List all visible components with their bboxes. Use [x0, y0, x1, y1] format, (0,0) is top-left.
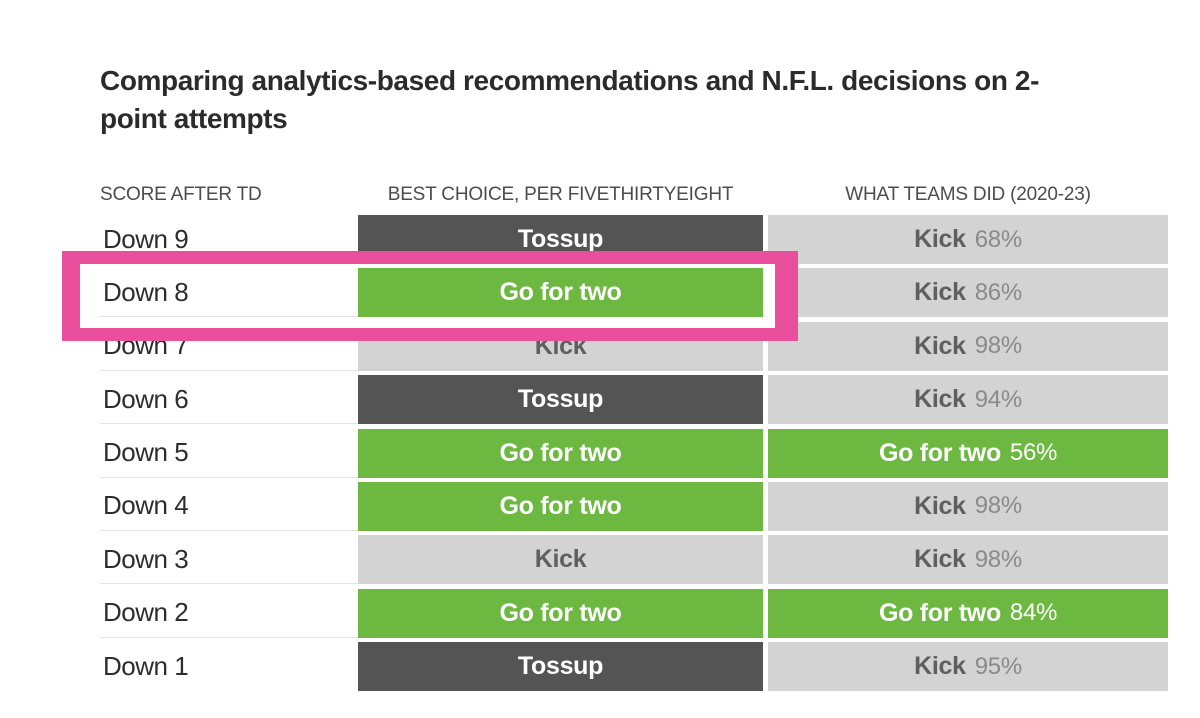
teams-did-label: Kick: [914, 491, 966, 520]
page-title-line1: Comparing analytics-based recommendation…: [100, 65, 1040, 96]
best-choice-cell: Tossup: [358, 642, 763, 692]
teams-did-percentage: 68%: [974, 225, 1022, 253]
best-choice-label: Go for two: [499, 491, 622, 520]
best-choice-label: Go for two: [499, 438, 622, 467]
page-title: Comparing analytics-based recommendation…: [100, 62, 1120, 138]
teams-did-cell: Kick 98%: [768, 481, 1168, 531]
teams-did-label: Kick: [914, 278, 966, 307]
teams-did-cell: Kick 98%: [768, 535, 1168, 585]
best-choice-label: Tossup: [517, 385, 604, 414]
teams-did-label: Kick: [914, 225, 966, 253]
teams-did-cell: Go for two 56%: [768, 428, 1168, 478]
teams-did-cell: Kick 94%: [768, 375, 1168, 425]
best-choice-cell: Go for two: [358, 428, 763, 478]
teams-did-percentage: 84%: [1009, 599, 1058, 627]
best-choice-label: Tossup: [517, 225, 604, 253]
teams-did-label: Kick: [914, 385, 966, 414]
column-header-best-choice: BEST CHOICE, PER FIVETHIRTYEIGHT: [387, 184, 734, 205]
column-header-score: SCORE AFTER TD: [100, 184, 262, 205]
teams-did-cell: Kick 95%: [768, 642, 1168, 692]
teams-did-percentage: 98%: [974, 545, 1022, 573]
best-choice-label: Go for two: [499, 278, 622, 307]
teams-did-percentage: 56%: [1009, 439, 1058, 467]
table-row-down-6: Down 6 Tossup Kick 94%: [100, 375, 1168, 425]
best-choice-label: Tossup: [517, 652, 604, 681]
table-row-down-2: Down 2 Go for two Go for two 84%: [100, 588, 1168, 638]
teams-did-percentage: 95%: [974, 652, 1022, 680]
table-row-down-4: Down 4 Go for two Kick 98%: [100, 481, 1168, 531]
page-title-line2: point attempts: [100, 103, 288, 134]
best-choice-cell: Go for two: [358, 268, 763, 318]
teams-did-label: Go for two: [878, 598, 1001, 627]
teams-did-cell: Kick 86%: [768, 268, 1168, 318]
best-choice-cell: Tossup: [358, 375, 763, 425]
teams-did-label: Kick: [914, 652, 966, 681]
best-choice-cell: Kick: [358, 535, 763, 585]
table-row-down-1: Down 1 Tossup Kick 95%: [100, 642, 1168, 692]
teams-did-label: Kick: [914, 331, 966, 360]
best-choice-label: Go for two: [499, 598, 622, 627]
score-cell: Down 1: [103, 651, 189, 682]
teams-did-percentage: 98%: [974, 492, 1022, 520]
score-cell: Down 5: [100, 429, 358, 478]
comparison-table: Down 9 Tossup Kick 68% Down 8 Go for two…: [100, 215, 1168, 692]
teams-did-percentage: 98%: [974, 332, 1022, 360]
score-cell: Down 3: [100, 535, 358, 585]
score-cell: Down 8: [100, 268, 358, 318]
best-choice-cell: Go for two: [358, 481, 763, 531]
score-cell: Down 4: [100, 482, 358, 531]
best-choice-label: Kick: [534, 545, 587, 574]
teams-did-percentage: 94%: [974, 385, 1022, 413]
table-row-down-5: Down 5 Go for two Go for two 56%: [100, 428, 1168, 478]
teams-did-label: Kick: [914, 545, 966, 574]
table-row-down-8: Down 8 Go for two Kick 86%: [100, 268, 1168, 318]
teams-did-percentage: 86%: [974, 278, 1022, 306]
teams-did-cell: Kick 98%: [768, 321, 1168, 371]
score-cell: Down 6: [100, 375, 358, 425]
teams-did-cell: Kick 68%: [768, 215, 1168, 264]
best-choice-cell: Go for two: [358, 588, 763, 638]
score-cell: Down 2: [100, 589, 358, 638]
table-row-down-3: Down 3 Kick Kick 98%: [100, 535, 1168, 585]
teams-did-cell: Go for two 84%: [768, 588, 1168, 638]
column-headers: SCORE AFTER TD BEST CHOICE, PER FIVETHIR…: [100, 184, 1168, 208]
teams-did-label: Go for two: [878, 438, 1001, 467]
column-header-teams-did: WHAT TEAMS DID (2020-23): [845, 184, 1091, 205]
